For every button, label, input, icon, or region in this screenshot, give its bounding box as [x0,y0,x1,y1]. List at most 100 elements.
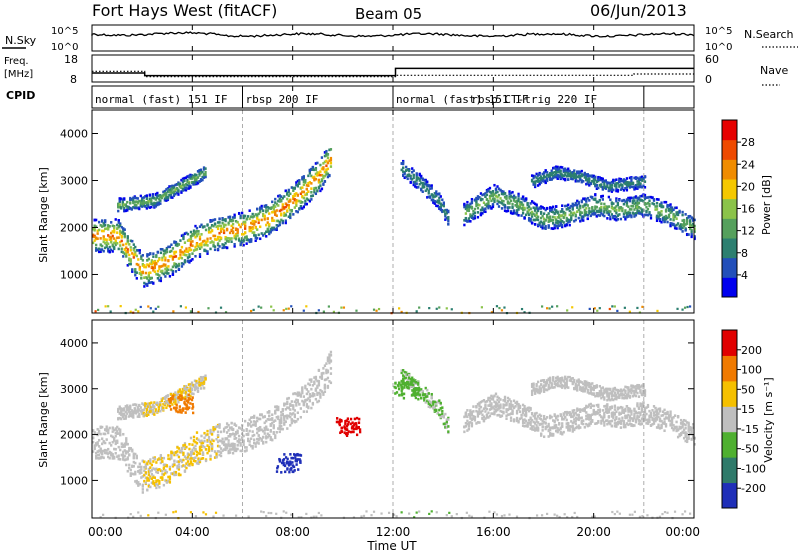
power-cell-2273 [675,206,678,210]
power-cell-102 [114,218,117,221]
power-cell-2490 [444,208,447,212]
velocity-cell-621 [231,427,235,431]
power-cell-2555 [542,180,546,183]
power-cell-1016 [320,178,324,181]
power-cell-2711 [580,174,583,178]
power-cell-499 [206,252,209,255]
power-cell-105 [114,243,117,247]
power-cell-2132 [639,212,642,215]
power-cell-1054 [326,153,330,156]
velocity-cell-412 [185,457,188,460]
power-cell-829 [281,196,284,200]
power-cell-2031 [615,208,618,212]
power-cell-2376 [409,177,412,180]
power-cell-304 [161,256,164,260]
power-cell-1715 [536,218,540,222]
velocity-cell-329 [165,470,169,474]
power-cell-1130 [133,206,136,210]
velocity-cell-804 [277,415,280,419]
power-cell-1469 [476,203,480,206]
power-cell-1236 [160,195,164,198]
power-cell-2172 [649,195,653,199]
power-cell-801 [275,227,278,230]
power-cell-616 [233,234,236,238]
power-cell-118 [117,225,120,229]
power-cell-1666 [526,206,529,210]
power-cell-1777 [550,227,553,230]
power-cell-1609 [512,197,516,200]
power-cell-1220 [156,191,159,195]
power-cell-682 [248,225,251,229]
power-cell-1630 [517,197,520,200]
velocity-cell-1299 [183,386,186,390]
power-cell-1517 [488,186,492,190]
power-cell-871 [290,186,293,189]
power-cell-2881 [627,184,630,188]
velocity-cell-1606 [518,417,522,421]
power-cell-2402 [417,176,420,180]
velocity-cell-667 [244,449,247,453]
power-cell-1483 [481,198,484,201]
power-cell-1158 [141,196,144,200]
power-cell-1112 [129,206,132,210]
power-cell-262 [152,269,155,272]
power-cell-1859 [570,216,573,220]
power-cell-870 [290,209,293,213]
velocity-cell-1808 [571,421,574,425]
power-cell-2453 [433,192,436,195]
power-cell-776 [271,216,274,220]
power-cell-2587 [552,176,555,180]
power-cell-962 [310,198,313,201]
power-cell-2516 [532,183,535,186]
power-cell-2162 [646,213,650,217]
power-cell-878 [292,201,295,205]
velocity-cell-1666 [533,422,537,425]
power-cell-2626 [559,165,562,169]
power-cell-1632 [517,192,520,196]
power-cell-2670 [570,173,573,176]
velocity-cell-931 [308,378,312,382]
power-cell-354 [171,273,175,276]
power-cell-670 [245,236,248,240]
velocity-cell-86 [110,444,113,447]
velocity-cell-841 [284,420,287,424]
power-cell-153 [125,246,128,250]
velocity-cell-48 [101,442,104,446]
velocity-cell-359 [173,453,176,457]
velocity-cell-1596 [515,409,519,413]
power-cell-1980 [601,198,604,201]
velocity-cell-369 [176,466,179,470]
power-cell-1670 [526,211,529,215]
power-cell-578 [225,239,229,243]
velocity-cell-1530 [499,409,502,413]
velocity-cell-1868 [586,415,589,419]
power-cell-432 [189,234,193,238]
power-cell-1652 [523,199,526,203]
velocity-cell-845 [286,402,289,406]
velocity-cell-1088 [130,409,133,412]
velocity-cell-1727 [550,434,553,437]
power-cell-443 [192,230,196,234]
power-cell-1102 [126,200,129,204]
power-cell-915 [299,192,302,196]
velocity-cell-1521 [496,404,499,407]
power-cell-1125 [133,200,136,204]
velocity-cell-261 [149,476,152,480]
power-cell-342 [168,255,172,258]
power-cell-134 [122,255,125,258]
velocity-cell-52 [101,437,104,441]
power-cell-498 [206,237,209,241]
velocity-cell-320 [164,463,167,467]
velocity-cell-1431 [473,416,477,420]
power-cell-1133 [135,203,138,207]
power-cell-2744 [588,177,591,180]
velocity-cell-712 [256,427,259,431]
power-cell-8 [93,218,96,222]
power-cell-2481 [441,203,444,207]
power-cell-145 [123,234,126,238]
velocity-cell-872 [292,404,295,407]
power-cell-731 [260,204,263,208]
power-cell-69 [107,249,110,253]
velocity-cell-693 [251,446,254,450]
power-cell-216 [141,262,144,266]
